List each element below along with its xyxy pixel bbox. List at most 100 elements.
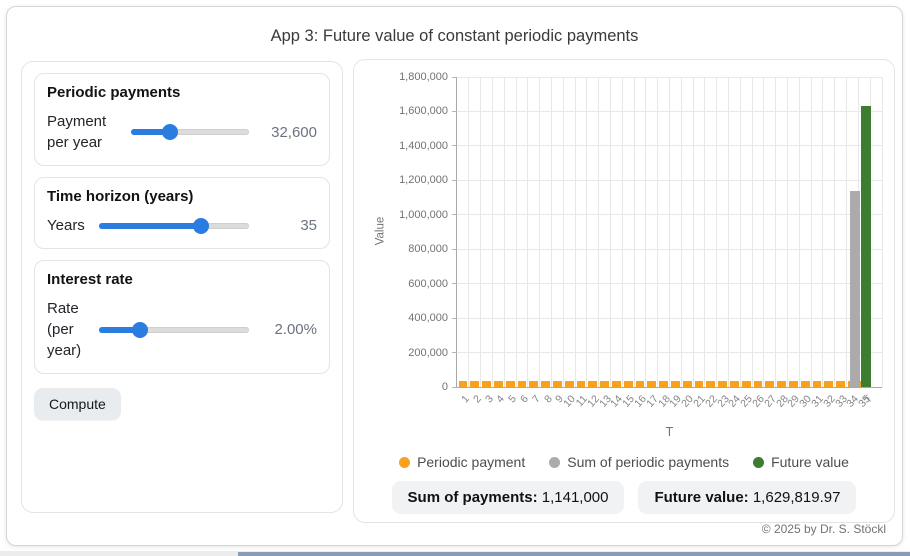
bar-periodic-payment (753, 381, 763, 387)
x-tick-label: 3 (482, 393, 496, 406)
bar-periodic-payment (552, 381, 562, 387)
x-tick-label: 2 (470, 393, 484, 406)
summary-row: Sum of payments: 1,141,000 Future value:… (354, 481, 894, 514)
rate-label: Rate (per year) (47, 300, 82, 359)
bar-periodic-payment (458, 381, 468, 387)
years-card-header: Time horizon (years) (47, 188, 194, 205)
y-tick-label: 400,000 (408, 312, 448, 325)
x-axis-line (456, 387, 882, 388)
rate-slider[interactable] (99, 321, 249, 338)
bar-periodic-payment (694, 381, 704, 387)
bar-periodic-payment (611, 381, 621, 387)
controls-panel: Periodic payments Payment per year 32,60… (21, 61, 343, 513)
legend-item-future-value[interactable]: Future value (753, 454, 849, 470)
payment-value: 32,600 (271, 123, 317, 141)
bar-periodic-payment (671, 381, 680, 387)
sum-of-payments-badge: Sum of payments: 1,141,000 (391, 481, 625, 514)
bar-periodic-payment (730, 381, 739, 387)
y-tick-label: 1,800,000 (399, 71, 448, 83)
bar-periodic-payment (564, 381, 574, 387)
bar-periodic-payment (576, 381, 586, 387)
rate-slider-fill (99, 326, 140, 333)
y-tick-label: 1,200,000 (399, 174, 448, 187)
legend-label: Periodic payment (417, 454, 526, 470)
bar-periodic-payment (800, 381, 810, 387)
bar-periodic-payment (836, 381, 846, 387)
y-tick-label: 0 (441, 381, 448, 393)
bar-periodic-payment (588, 381, 598, 387)
bar-sum-of-periodic-payments (850, 190, 861, 387)
y-tick-label: 1,000,000 (399, 208, 448, 221)
bar-periodic-payment (718, 381, 728, 387)
bar-periodic-payment (706, 381, 716, 387)
y-tick-label: 1,400,000 (399, 139, 448, 152)
bar-periodic-payment (517, 381, 527, 387)
payment-slider-thumb[interactable] (161, 124, 178, 140)
chart-legend: Periodic payment Sum of periodic payment… (354, 454, 894, 470)
future-value-value: 1,629,819.97 (752, 489, 841, 506)
legend-item-sum-of-payments[interactable]: Sum of periodic payments (549, 454, 729, 470)
page-title: App 3: Future value of constant periodic… (270, 27, 639, 45)
bar-periodic-payment (741, 381, 751, 387)
chart-panel: Value 0 200,000 400,000 600,000 800,000 1,000… (353, 59, 895, 523)
bar-future-value (861, 106, 872, 387)
legend-label: Future value (771, 454, 849, 470)
bar-periodic-payment (541, 381, 550, 387)
bar-periodic-payment (482, 381, 491, 387)
payment-slider-track[interactable] (131, 129, 249, 135)
rate-card-header: Interest rate (47, 271, 133, 288)
years-row: Years 35 (47, 215, 317, 236)
years-value: 35 (300, 217, 317, 234)
years-label: Years (47, 217, 85, 234)
bar-periodic-payment (682, 381, 692, 387)
future-value-badge: Future value: 1,629,819.97 (638, 481, 857, 514)
horizontal-scrollbar[interactable] (0, 551, 910, 556)
sum-of-payments-dot-icon (549, 456, 561, 468)
bar-periodic-payment (470, 381, 480, 387)
legend-item-periodic-payment[interactable]: Periodic payment (399, 454, 525, 470)
x-axis-title: T (665, 425, 674, 439)
compute-button[interactable]: Compute (34, 388, 121, 420)
y-tick-label: 200,000 (408, 346, 448, 359)
bar-periodic-payment (659, 381, 668, 387)
rate-slider-thumb[interactable] (131, 321, 148, 338)
years-slider-thumb[interactable] (193, 217, 209, 234)
bar-chart: 0 200,000 400,000 600,000 800,000 1,000,000 1,… (399, 71, 883, 410)
years-slider[interactable] (99, 217, 249, 234)
rate-slider-track[interactable] (99, 326, 249, 333)
future-value-dot-icon (753, 456, 765, 468)
bar-periodic-payment (647, 381, 657, 387)
sum-of-payments-value: 1,141,000 (541, 489, 609, 506)
bar-periodic-payment (812, 381, 822, 387)
bar-periodic-payment (600, 381, 609, 387)
x-tick-label: 7 (529, 393, 543, 406)
payment-slider-fill (131, 129, 170, 135)
bar-periodic-payment (789, 381, 798, 387)
x-tick-label: 5 (506, 393, 520, 406)
periodic-payment-dot-icon (399, 456, 411, 468)
bar-periodic-payment (777, 381, 787, 387)
payment-label: Payment per year (47, 113, 107, 151)
rate-card: Interest rate Rate (per year) 2.00% (34, 260, 330, 374)
y-tick-label: 800,000 (408, 243, 448, 256)
payment-slider[interactable] (131, 124, 249, 140)
y-tick-label: 1,600,000 (399, 105, 448, 118)
x-tick-label: 1 (458, 393, 472, 406)
bar-periodic-payment (635, 381, 645, 387)
legend-label: Sum of periodic payments (567, 454, 730, 470)
years-slider-track[interactable] (99, 222, 249, 229)
x-tick-label: 8 (541, 393, 555, 406)
bar-periodic-payment (623, 381, 633, 387)
y-axis-title: Value (374, 216, 387, 246)
copyright-text: © 2025 by Dr. S. Stöckl (761, 522, 886, 536)
app-window: App 3: Future value of constant periodic… (6, 6, 903, 546)
years-card: Time horizon (years) Years 35 (34, 177, 330, 249)
future-value-label: Future value: (654, 489, 749, 506)
horizontal-scrollbar-thumb[interactable] (238, 552, 910, 556)
payment-card-header: Periodic payments (47, 84, 181, 101)
payment-card: Periodic payments Payment per year 32,60… (34, 73, 330, 166)
bar-periodic-payment (493, 381, 503, 387)
bar-periodic-payment (824, 381, 834, 387)
bar-periodic-payment (765, 381, 775, 387)
rate-value: 2.00% (274, 321, 317, 338)
